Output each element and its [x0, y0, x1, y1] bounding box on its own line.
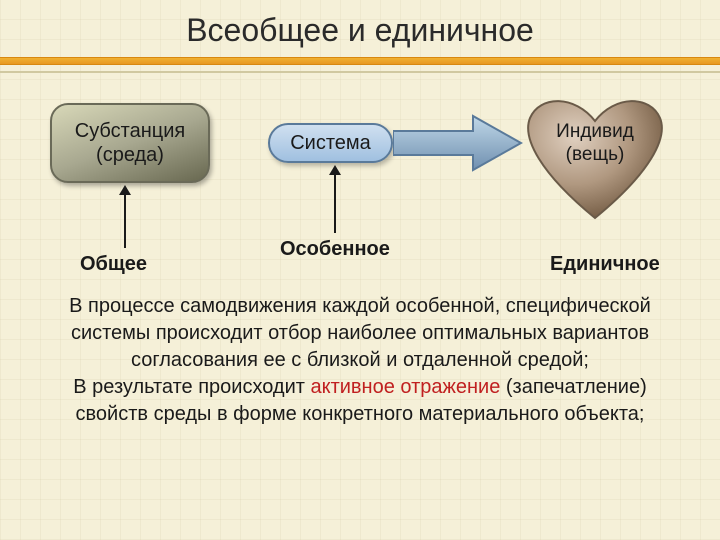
node-individual-line1: Индивид: [556, 121, 634, 142]
node-system: Система: [268, 123, 393, 163]
arrow-right-icon: [393, 113, 523, 173]
paragraph-1: В процессе самодвижения каждой особенной…: [35, 293, 685, 374]
node-substance: Субстанция (среда): [50, 103, 210, 183]
node-substance-line1: Субстанция: [75, 120, 185, 142]
label-common: Общее: [80, 253, 147, 276]
paragraph-2: В результате происходит активное отражен…: [35, 374, 685, 428]
label-special: Особенное: [280, 238, 390, 261]
arrow-up-special-icon: [325, 165, 345, 235]
title-area: Всеобщее и единичное: [0, 0, 720, 57]
node-individual: Индивид (вещь): [545, 121, 645, 167]
diagram-area: Субстанция (среда) Система Индивид (вещь…: [0, 93, 720, 293]
node-substance-line2: (среда): [96, 144, 164, 166]
node-individual-line2: (вещь): [566, 144, 625, 165]
paragraph-2-pre: В результате происходит: [73, 376, 310, 398]
label-single: Единичное: [550, 253, 660, 276]
thin-divider: [0, 71, 720, 73]
orange-divider: [0, 57, 720, 65]
arrow-up-common-icon: [115, 185, 135, 250]
paragraph-2-highlight: активное отражение: [310, 376, 500, 398]
slide-title: Всеобщее и единичное: [0, 12, 720, 49]
body-text: В процессе самодвижения каждой особенной…: [0, 293, 720, 428]
